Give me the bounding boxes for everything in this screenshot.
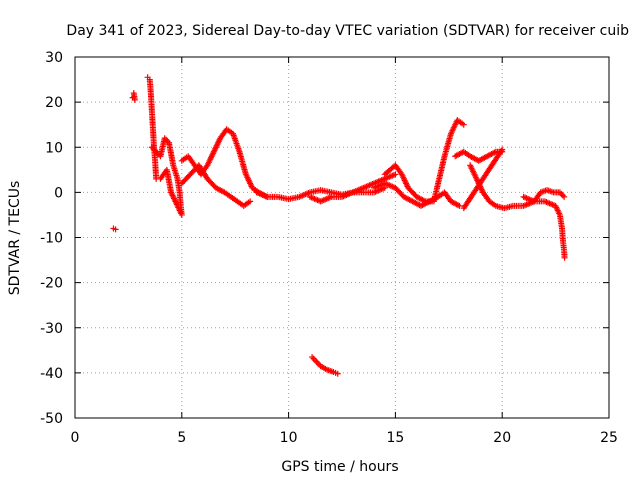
y-tick-label: -30: [40, 321, 63, 337]
data-point: [130, 90, 137, 97]
x-tick-label: 5: [177, 430, 186, 446]
grid-lines: [75, 57, 609, 418]
x-tick-labels: 0 5 10 15 20 25: [71, 430, 618, 446]
data-point: [334, 370, 341, 377]
plot-frame: [74, 56, 610, 419]
data-point: [157, 175, 164, 182]
data-point: [498, 147, 505, 154]
x-tick-label: 0: [71, 430, 80, 446]
y-tick-label: 10: [45, 140, 63, 156]
y-tick-label: -10: [40, 231, 63, 247]
x-tick-label: 20: [493, 430, 511, 446]
data-point: [460, 121, 467, 128]
x-axis-label: GPS time / hours: [281, 459, 398, 475]
data-point: [456, 202, 463, 209]
data-point: [112, 226, 119, 233]
x-tick-label: 15: [386, 430, 404, 446]
y-axis-label: SDTVAR / TECUs: [7, 181, 23, 296]
data-point: [247, 198, 254, 205]
data-point: [392, 171, 399, 178]
data-point: [561, 193, 568, 200]
axes-box: [74, 56, 610, 419]
chart-title: Day 341 of 2023, Sidereal Day-to-day VTE…: [66, 23, 629, 39]
x-tick-label: 25: [600, 430, 618, 446]
y-tick-label: 0: [54, 185, 63, 201]
y-tick-label: 30: [45, 50, 63, 66]
x-tick-label: 10: [280, 430, 298, 446]
y-tick-label: -20: [40, 276, 63, 292]
data-point: [561, 254, 568, 261]
y-tick-label: 20: [45, 95, 63, 111]
y-tick-label: -40: [40, 366, 63, 382]
data-points: [110, 74, 568, 377]
data-point: [499, 146, 506, 153]
y-tick-label: -50: [40, 411, 63, 427]
y-tick-labels: -50 -40 -30 -20 -10 0 10 20 30: [40, 50, 63, 427]
